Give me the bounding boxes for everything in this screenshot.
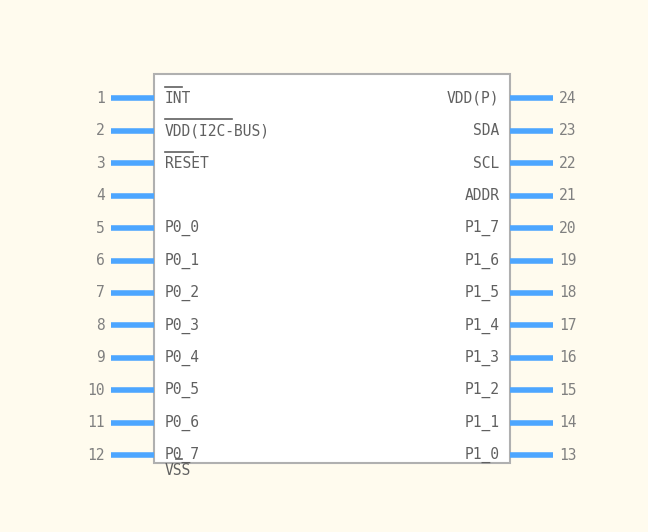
Text: P0_1: P0_1 (165, 253, 200, 269)
Text: P0_3: P0_3 (165, 317, 200, 334)
Text: 17: 17 (559, 318, 577, 333)
Text: SCL: SCL (473, 156, 500, 171)
Text: 23: 23 (559, 123, 577, 138)
Text: 11: 11 (87, 415, 105, 430)
Text: 24: 24 (559, 91, 577, 106)
Text: 2: 2 (97, 123, 105, 138)
Text: 18: 18 (559, 286, 577, 301)
Text: P0_6: P0_6 (165, 414, 200, 431)
Text: 21: 21 (559, 188, 577, 203)
Text: 6: 6 (97, 253, 105, 268)
Text: 19: 19 (559, 253, 577, 268)
Text: 7: 7 (97, 286, 105, 301)
Text: ADDR: ADDR (465, 188, 500, 203)
Text: P0_0: P0_0 (165, 220, 200, 236)
Text: SDA: SDA (473, 123, 500, 138)
Text: P1_1: P1_1 (465, 414, 500, 431)
Text: P1_4: P1_4 (465, 317, 500, 334)
Text: P1_7: P1_7 (465, 220, 500, 236)
Text: 3: 3 (97, 156, 105, 171)
Text: P0_2: P0_2 (165, 285, 200, 301)
Text: 15: 15 (559, 383, 577, 398)
Text: 4: 4 (97, 188, 105, 203)
Text: 20: 20 (559, 221, 577, 236)
Text: 9: 9 (97, 351, 105, 365)
Text: RESET: RESET (165, 156, 209, 171)
Text: P1_3: P1_3 (465, 350, 500, 366)
Text: P0_7: P0_7 (165, 447, 200, 463)
Bar (154, 74, 511, 463)
Text: 8: 8 (97, 318, 105, 333)
Text: 14: 14 (559, 415, 577, 430)
Text: VDD(P): VDD(P) (447, 91, 500, 106)
Text: INT: INT (165, 91, 191, 106)
Text: P0_4: P0_4 (165, 350, 200, 366)
Text: 5: 5 (97, 221, 105, 236)
Text: P1_6: P1_6 (465, 253, 500, 269)
Text: 1: 1 (97, 91, 105, 106)
Text: P1_0: P1_0 (465, 447, 500, 463)
Text: P1_2: P1_2 (465, 382, 500, 398)
Text: 16: 16 (559, 351, 577, 365)
Text: 10: 10 (87, 383, 105, 398)
Text: 22: 22 (559, 156, 577, 171)
Text: P1_5: P1_5 (465, 285, 500, 301)
Text: 13: 13 (559, 447, 577, 463)
Text: VSS: VSS (165, 463, 191, 478)
Text: P0_5: P0_5 (165, 382, 200, 398)
Text: VDD(I2C-BUS): VDD(I2C-BUS) (165, 123, 270, 138)
Text: 12: 12 (87, 447, 105, 463)
